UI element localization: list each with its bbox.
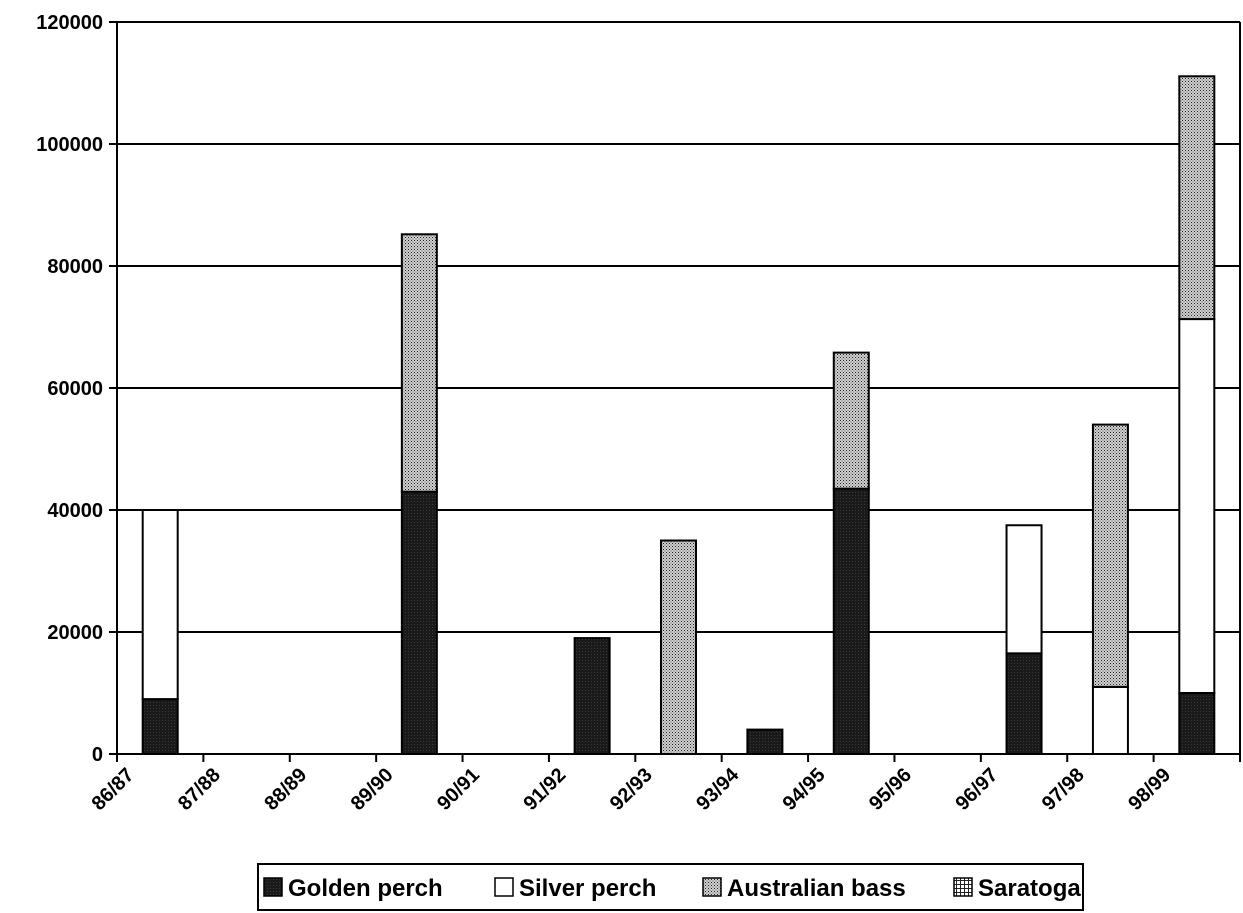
x-tick-label: 90/91	[433, 764, 484, 815]
x-axis-ticks: 86/87 87/88 88/89 89/90 90/91 91/92 92/93 93/94…	[88, 754, 1241, 815]
x-tick-label: 91/92	[520, 764, 571, 815]
x-tick-label: 86/87	[88, 764, 139, 815]
bar-segment	[1178, 692, 1216, 755]
y-tick-label: 100000	[36, 134, 103, 156]
gridlines	[117, 21, 1240, 633]
y-tick-label: 60000	[47, 378, 103, 400]
legend-label: Golden perch	[288, 875, 443, 902]
bar-segment	[400, 490, 438, 755]
bar-segment	[1005, 524, 1043, 655]
bars	[141, 75, 1216, 756]
legend-swatch	[263, 877, 283, 897]
x-tick-label: 95/96	[865, 764, 916, 815]
bar-segment	[1091, 423, 1129, 688]
x-tick-label: 97/98	[1038, 764, 1089, 815]
x-tick-label: 98/99	[1124, 764, 1175, 815]
x-tick-label: 93/94	[692, 763, 744, 815]
x-tick-label: 94/95	[779, 764, 830, 815]
legend-swatch	[494, 877, 514, 897]
x-tick-label: 88/89	[260, 764, 311, 815]
bar-segment	[1178, 75, 1216, 321]
bar-segment	[141, 698, 179, 755]
bar-segment	[1005, 652, 1043, 755]
legend-swatch	[702, 877, 722, 897]
legend-swatch	[953, 877, 973, 897]
legend-label: Saratoga	[978, 875, 1081, 902]
x-tick-label: 92/93	[606, 764, 657, 815]
legend: Golden perch Silver perch Australian bass S…	[257, 863, 1084, 911]
bar-segment	[660, 539, 697, 755]
legend-label: Australian bass	[727, 875, 906, 902]
legend-box	[257, 863, 1084, 911]
bar-segment	[400, 233, 438, 493]
x-tick-label: 96/97	[951, 764, 1002, 815]
legend-label: Silver perch	[519, 875, 656, 902]
y-tick-label: 40000	[47, 500, 103, 522]
y-tick-label: 0	[92, 744, 103, 766]
y-axis-ticks: 0 20000 40000 60000 80000 100000 120000	[36, 12, 117, 766]
y-tick-label: 20000	[47, 622, 103, 644]
bar-segment	[1178, 318, 1216, 694]
bar-segment	[1091, 685, 1129, 756]
x-tick-label: 87/88	[174, 764, 225, 815]
y-tick-label: 80000	[47, 256, 103, 278]
y-tick-label: 120000	[36, 12, 103, 34]
bar-segment	[141, 509, 179, 701]
bar-segment	[746, 728, 784, 755]
bar-segment	[832, 487, 870, 755]
bar-segment	[573, 637, 611, 755]
bar-segment	[832, 351, 870, 490]
x-tick-label: 89/90	[347, 764, 398, 815]
